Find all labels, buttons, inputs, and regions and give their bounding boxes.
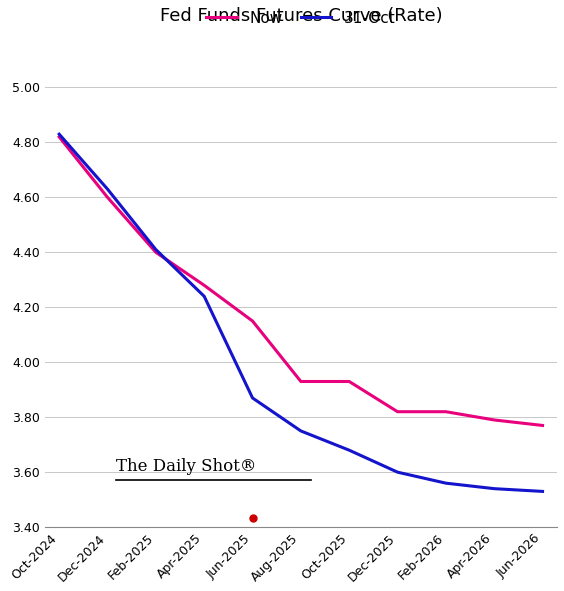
- Now: [152, 249, 159, 256]
- 31-Oct: [249, 394, 256, 401]
- Now: [491, 417, 497, 424]
- Title: Fed Funds Futures Curve (Rate): Fed Funds Futures Curve (Rate): [160, 7, 442, 25]
- Now: [56, 134, 63, 141]
- Line: Now: Now: [59, 137, 543, 426]
- 31-Oct: [297, 427, 304, 434]
- 31-Oct: [491, 485, 497, 492]
- Now: [346, 378, 352, 385]
- Legend: Now, 31-Oct: Now, 31-Oct: [206, 11, 395, 26]
- 31-Oct: [443, 480, 450, 487]
- 31-Oct: [539, 488, 546, 495]
- Now: [201, 282, 208, 289]
- Now: [297, 378, 304, 385]
- 31-Oct: [394, 469, 401, 476]
- 31-Oct: [201, 293, 208, 300]
- 31-Oct: [346, 447, 352, 454]
- Text: The Daily Shot®: The Daily Shot®: [116, 458, 257, 475]
- Now: [443, 408, 450, 415]
- Now: [104, 194, 111, 201]
- 31-Oct: [152, 246, 159, 253]
- Now: [539, 422, 546, 429]
- Line: 31-Oct: 31-Oct: [59, 134, 543, 491]
- Now: [249, 317, 256, 324]
- Now: [394, 408, 401, 415]
- 31-Oct: [104, 186, 111, 193]
- 31-Oct: [56, 131, 63, 138]
